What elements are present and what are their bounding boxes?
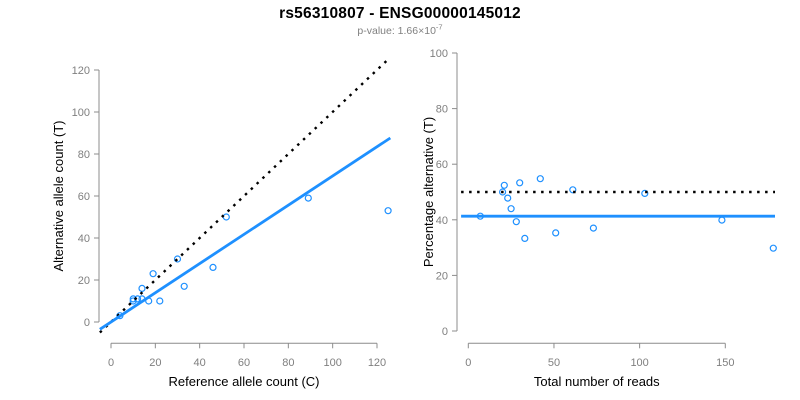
figure-title: rs56310807 - ENSG00000145012 (279, 5, 521, 22)
figure-subtitle: p-value: 1.66×10-7 (0, 22, 800, 37)
allele-counts-panel: 0 20 40 60 80 100 120 Reference allele count (C… (51, 57, 392, 389)
pvalue-text: p-value: 1.66×10 (357, 25, 436, 37)
data-point (552, 229, 560, 237)
y-axis-tick-label: 0 (84, 317, 90, 329)
y-axis-title: Alternative allele count (T) (51, 120, 66, 271)
x-axis-tick-label: 100 (630, 357, 648, 369)
y-axis-tick-label: 40 (78, 233, 90, 245)
data-point (138, 284, 146, 292)
data-point (569, 186, 577, 194)
data-point (500, 181, 508, 189)
x-axis-tick-label: 80 (282, 357, 294, 369)
data-point (173, 255, 182, 263)
x-axis-tick-label: 100 (323, 357, 341, 369)
x-axis-tick-label: 0 (465, 357, 471, 369)
data-point (536, 175, 544, 183)
data-point (641, 189, 649, 197)
data-point (507, 205, 515, 213)
data-point (512, 218, 520, 226)
data-point (516, 179, 524, 187)
y-axis-tick-label: 20 (78, 275, 90, 287)
data-point (521, 234, 529, 242)
data-point (156, 297, 164, 305)
y-axis-tick-label: 100 (430, 48, 448, 60)
y-axis-tick-label: 0 (442, 326, 448, 338)
data-point (384, 207, 392, 215)
x-axis-tick-label: 20 (149, 357, 161, 369)
y-axis-tick-label: 100 (72, 107, 90, 119)
data-point (499, 188, 507, 196)
x-axis-tick-label: 60 (238, 357, 250, 369)
x-axis-tick-label: 0 (108, 357, 114, 369)
percentage-alternative-panel: 0 50 100 150 Total number of reads 0 20 40 60 80 1… (421, 48, 777, 389)
y-axis-title: Percentage alternative (T) (421, 117, 436, 267)
data-point (149, 270, 157, 278)
y-axis-tick-label: 60 (436, 159, 448, 171)
fit-line (99, 136, 392, 331)
x-axis-tick-label: 150 (716, 357, 734, 369)
data-point (180, 282, 188, 290)
x-axis-tick-label: 120 (368, 357, 386, 369)
x-axis-tick-label: 40 (194, 357, 206, 369)
y-axis-tick-label: 120 (72, 65, 90, 77)
y-axis-tick-label: 40 (436, 215, 448, 227)
x-axis-title: Reference allele count (C) (168, 374, 319, 389)
data-point (589, 224, 598, 232)
data-point (222, 213, 230, 221)
pvalue-exponent: -7 (435, 22, 443, 32)
y-axis-tick-label: 80 (436, 104, 448, 116)
y-axis-tick-label: 80 (78, 149, 90, 161)
data-point (718, 216, 726, 224)
data-point (304, 194, 312, 202)
identity-line (99, 57, 391, 334)
x-axis-tick-label: 50 (548, 357, 560, 369)
y-axis-tick-label: 20 (436, 270, 448, 282)
y-axis-tick-label: 60 (78, 191, 90, 203)
data-point (504, 194, 512, 202)
x-axis-title: Total number of reads (534, 374, 660, 389)
data-point (769, 244, 777, 252)
data-point (209, 263, 217, 271)
